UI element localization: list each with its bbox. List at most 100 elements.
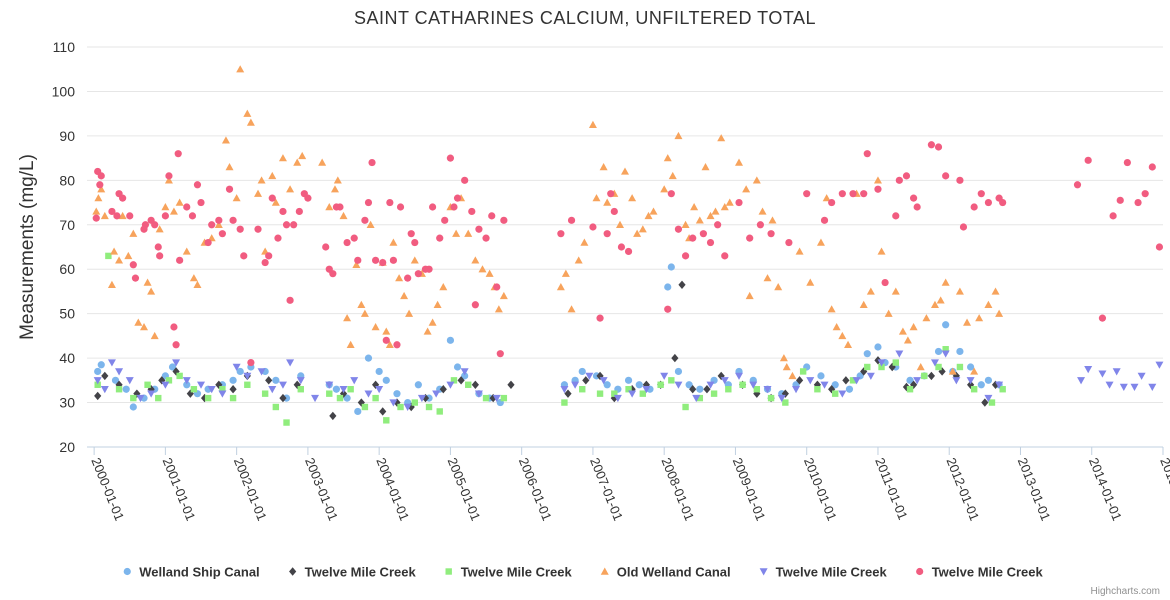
data-point[interactable]	[433, 300, 442, 308]
data-point[interactable]	[274, 234, 282, 242]
data-point[interactable]	[649, 207, 658, 215]
data-point[interactable]	[596, 314, 604, 322]
data-point[interactable]	[347, 386, 354, 393]
data-point[interactable]	[225, 163, 234, 171]
data-point[interactable]	[877, 359, 886, 367]
data-point[interactable]	[1155, 243, 1164, 251]
data-point[interactable]	[822, 194, 831, 202]
data-point[interactable]	[603, 381, 611, 389]
data-point[interactable]	[229, 216, 237, 224]
data-point[interactable]	[170, 323, 178, 331]
data-point[interactable]	[898, 327, 907, 335]
data-point[interactable]	[720, 377, 729, 385]
data-point[interactable]	[400, 291, 409, 300]
data-point[interactable]	[668, 377, 675, 384]
data-point[interactable]	[423, 327, 432, 335]
data-point[interactable]	[845, 385, 854, 393]
data-point[interactable]	[482, 234, 490, 242]
data-point[interactable]	[107, 359, 116, 367]
data-point[interactable]	[895, 176, 903, 184]
data-point[interactable]	[279, 207, 287, 216]
data-point[interactable]	[991, 287, 1000, 295]
data-point[interactable]	[749, 381, 758, 389]
data-point[interactable]	[633, 229, 642, 237]
data-point[interactable]	[464, 229, 473, 237]
data-point[interactable]	[579, 386, 586, 393]
data-point[interactable]	[1084, 366, 1093, 374]
data-point[interactable]	[461, 176, 469, 184]
data-point[interactable]	[567, 216, 576, 224]
data-point[interactable]	[557, 230, 565, 238]
data-point[interactable]	[385, 340, 394, 348]
legend[interactable]: Welland Ship Canal Twelve Mile Creek Twelv…	[123, 565, 1044, 580]
data-point[interactable]	[154, 243, 162, 251]
data-point[interactable]	[190, 386, 198, 393]
data-point[interactable]	[975, 314, 984, 322]
data-point[interactable]	[977, 381, 985, 389]
data-point[interactable]	[1123, 158, 1131, 167]
data-point[interactable]	[471, 301, 479, 309]
data-point[interactable]	[461, 372, 469, 380]
data-point[interactable]	[371, 323, 380, 331]
data-point[interactable]	[283, 419, 290, 426]
data-point[interactable]	[628, 390, 637, 398]
data-point[interactable]	[892, 359, 899, 366]
data-point[interactable]	[678, 280, 686, 289]
data-point[interactable]	[257, 368, 266, 376]
data-point[interactable]	[806, 377, 815, 385]
data-point[interactable]	[129, 261, 137, 269]
data-point[interactable]	[446, 381, 455, 389]
data-point[interactable]	[379, 258, 387, 267]
data-point[interactable]	[428, 318, 437, 326]
data-point[interactable]	[768, 216, 777, 224]
data-point[interactable]	[817, 372, 825, 380]
data-point[interactable]	[831, 381, 839, 389]
data-point[interactable]	[225, 185, 234, 193]
data-point[interactable]	[204, 394, 212, 402]
data-point[interactable]	[699, 230, 707, 238]
data-point[interactable]	[963, 318, 972, 326]
data-point[interactable]	[94, 391, 102, 401]
data-point[interactable]	[382, 327, 391, 335]
data-point[interactable]	[332, 385, 341, 393]
data-point[interactable]	[838, 390, 847, 398]
legend-marker[interactable]	[289, 567, 297, 576]
data-point[interactable]	[396, 203, 405, 211]
data-point[interactable]	[842, 376, 850, 385]
data-point[interactable]	[126, 212, 134, 220]
data-point[interactable]	[767, 394, 775, 402]
data-point[interactable]	[94, 194, 103, 202]
data-point[interactable]	[710, 390, 718, 397]
data-point[interactable]	[667, 263, 675, 271]
data-point[interactable]	[375, 367, 383, 376]
data-point[interactable]	[866, 372, 875, 380]
data-point[interactable]	[970, 386, 978, 393]
data-point[interactable]	[913, 377, 922, 385]
data-point[interactable]	[1084, 156, 1092, 164]
data-point[interactable]	[881, 278, 889, 287]
data-point[interactable]	[94, 381, 101, 388]
legend-marker[interactable]	[445, 568, 452, 575]
data-point[interactable]	[393, 390, 401, 398]
data-point[interactable]	[859, 300, 868, 308]
data-point[interactable]	[674, 225, 683, 233]
data-point[interactable]	[165, 377, 173, 384]
data-point[interactable]	[828, 198, 836, 207]
data-point[interactable]	[788, 371, 797, 380]
data-point[interactable]	[1119, 383, 1128, 391]
data-point[interactable]	[725, 386, 732, 393]
data-point[interactable]	[735, 198, 743, 207]
data-point[interactable]	[452, 229, 461, 237]
data-point[interactable]	[999, 386, 1006, 393]
data-point[interactable]	[921, 372, 928, 380]
data-point[interactable]	[927, 371, 936, 381]
data-point[interactable]	[795, 247, 804, 255]
legend-item[interactable]: Twelve Mile Creek	[289, 565, 416, 580]
data-point[interactable]	[119, 194, 127, 202]
data-point[interactable]	[827, 305, 836, 313]
data-point[interactable]	[613, 394, 622, 403]
data-point[interactable]	[129, 229, 138, 237]
data-point[interactable]	[578, 367, 586, 376]
data-point[interactable]	[236, 65, 245, 73]
data-point[interactable]	[695, 216, 704, 224]
